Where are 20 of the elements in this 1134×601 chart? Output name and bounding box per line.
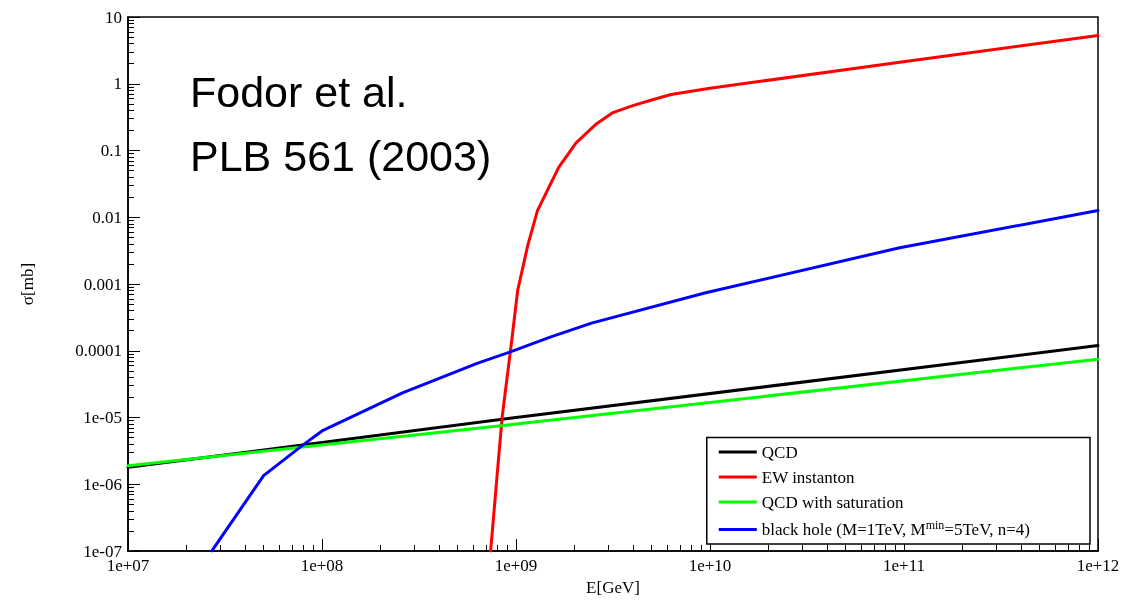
y-tick-label: 1e-06 [83, 474, 122, 494]
x-axis-title: E[GeV] [586, 578, 640, 597]
legend-label: QCD [761, 442, 798, 462]
x-tick-label: 1e+11 [882, 556, 926, 576]
y-tick-label: 1e-05 [83, 408, 122, 428]
y-tick-label: 0.01 [92, 207, 122, 227]
y-tick-label: 10 [105, 7, 122, 27]
legend-label: QCD with saturation [761, 492, 904, 512]
y-tick-label: 0.0001 [75, 341, 122, 361]
annotation: PLB 561 (2003) [190, 131, 492, 180]
x-tick-label: 1e+10 [688, 556, 732, 576]
annotation: Fodor et al. [190, 67, 408, 116]
x-tick-label: 1e+08 [300, 556, 344, 576]
x-tick-label: 1e+09 [494, 556, 538, 576]
x-tick-label: 1e+12 [1076, 556, 1120, 576]
y-axis-title: σ[mb] [18, 262, 37, 306]
y-tick-label: 1 [113, 74, 122, 94]
y-tick-label: 0.1 [100, 141, 122, 161]
legend-label: EW instanton [761, 467, 855, 487]
y-tick-label: 0.001 [83, 274, 122, 294]
